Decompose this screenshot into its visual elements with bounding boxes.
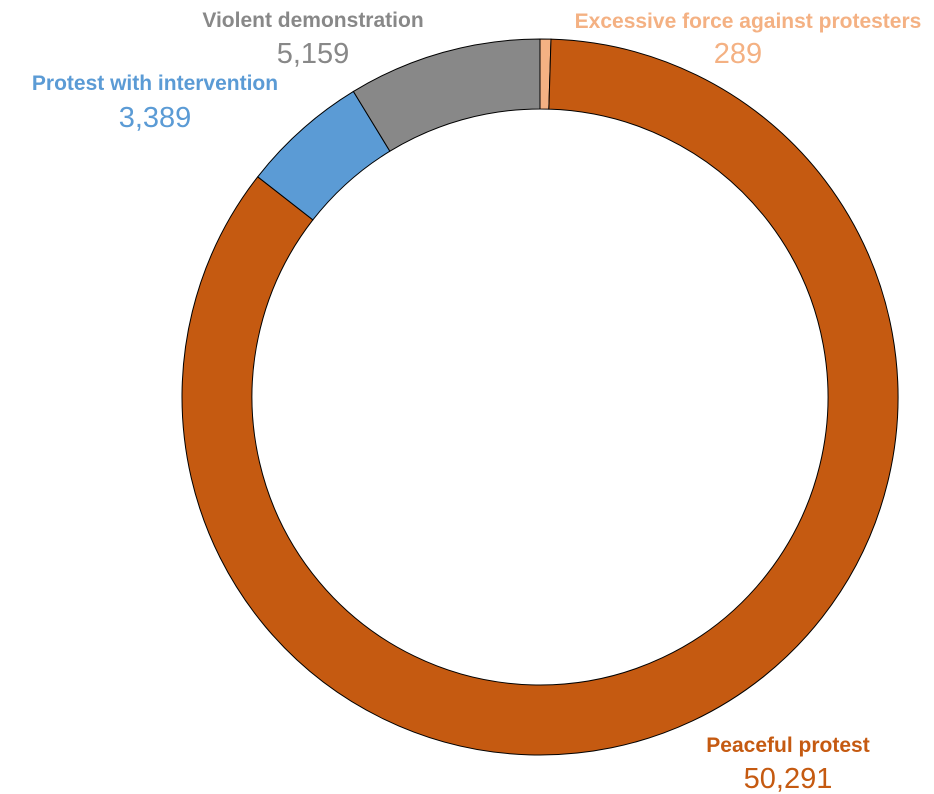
donut-slices: [181, 38, 899, 756]
slice-value-protest-with-intervention: 3,389: [119, 102, 192, 134]
slice-value-violent-demonstration: 5,159: [277, 38, 350, 70]
slice-labels: Excessive force against protesters 289 P…: [32, 9, 921, 794]
slice-value-peaceful-protest: 50,291: [744, 763, 833, 794]
slice-label-excessive-force: Excessive force against protesters: [575, 10, 922, 33]
slice-peaceful-protest: [181, 38, 899, 756]
slice-label-peaceful-protest: Peaceful protest: [706, 734, 869, 757]
slice-violent-demonstration: [352, 38, 541, 152]
slice-label-protest-with-intervention: Protest with intervention: [32, 72, 278, 95]
slice-label-violent-demonstration: Violent demonstration: [202, 9, 423, 32]
slice-value-excessive-force: 289: [714, 38, 762, 70]
